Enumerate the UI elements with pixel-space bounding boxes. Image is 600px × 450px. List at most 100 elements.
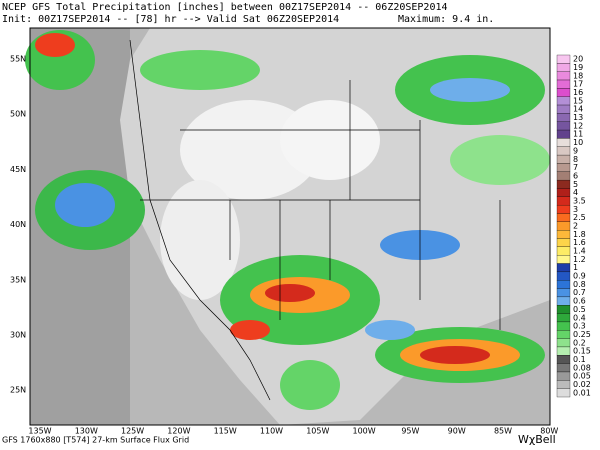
- colorbar-swatch: [556, 255, 571, 264]
- colorbar-label: 12: [573, 121, 583, 130]
- colorbar-label: 0.25: [573, 330, 591, 339]
- colorbar-swatch: [556, 388, 571, 398]
- colorbar-label: 2: [573, 222, 578, 231]
- longitude-label: 85W: [494, 427, 512, 436]
- latitude-label: 40N: [10, 220, 26, 229]
- colorbar-label: 14: [573, 105, 583, 114]
- colorbar-label: 16: [573, 88, 583, 97]
- longitude-label: 115W: [214, 427, 237, 436]
- latitude-label: 35N: [10, 275, 26, 284]
- colorbar-swatch: [556, 363, 571, 373]
- colorbar-swatch: [556, 146, 571, 156]
- colorbar-label: 0.6: [573, 297, 586, 306]
- longitude-label: 120W: [167, 427, 190, 436]
- latitude-label: 50N: [10, 110, 26, 119]
- colorbar-label: 3: [573, 205, 578, 214]
- colorbar-swatch: [556, 104, 571, 114]
- colorbar-swatch: [556, 288, 571, 298]
- colorbar-swatch: [556, 196, 571, 206]
- longitude-label: 80W: [540, 427, 558, 436]
- colorbar-label: 0.8: [573, 280, 586, 289]
- footer-grid: GFS 1760x880 [T574] 27-km Surface Flux G…: [2, 436, 189, 445]
- colorbar-label: 13: [573, 113, 583, 122]
- latitude-label: 30N: [10, 331, 26, 340]
- longitude-label: 95W: [401, 427, 419, 436]
- longitude-label: 110W: [260, 427, 283, 436]
- colorbar-label: 0.9: [573, 272, 586, 281]
- colorbar-label: 2.5: [573, 213, 586, 222]
- colorbar-label: 0.7: [573, 288, 586, 297]
- colorbar-label: 0.1: [573, 355, 586, 364]
- colorbar-label: 3.5: [573, 196, 586, 205]
- colorbar-swatch: [556, 296, 571, 306]
- colorbar-swatch: [556, 280, 571, 289]
- colorbar-label: 15: [573, 96, 583, 105]
- colorbar-label: 10: [573, 138, 583, 147]
- colorbar-swatch: [556, 238, 571, 248]
- colorbar-label: 0.4: [573, 313, 586, 322]
- footer-logo: WχBell: [518, 433, 556, 446]
- colorbar-swatch: [556, 371, 571, 381]
- colorbar-label: 0.08: [573, 363, 591, 372]
- colorbar-swatch: [556, 338, 571, 348]
- colorbar-swatch: [556, 330, 571, 339]
- colorbar-swatch: [556, 221, 571, 231]
- colorbar-swatch: [556, 129, 571, 139]
- header-init: Init: 00Z17SEP2014 -- [78] hr --> Valid …: [2, 14, 339, 25]
- colorbar-label: 1.4: [573, 247, 586, 256]
- longitude-label: 130W: [75, 427, 98, 436]
- colorbar-swatch: [556, 271, 571, 281]
- header-maximum: Maximum: 9.4 in.: [398, 14, 494, 25]
- longitude-label: 105W: [306, 427, 329, 436]
- colorbar-swatch: [556, 305, 571, 314]
- colorbar-swatch: [556, 246, 571, 256]
- colorbar-label: 0.5: [573, 305, 586, 314]
- colorbar-label: 0.3: [573, 322, 586, 331]
- colorbar-label: 20: [573, 55, 583, 64]
- colorbar-label: 9: [573, 146, 578, 155]
- colorbar-label: 0.02: [573, 380, 591, 389]
- longitude-label: 90W: [448, 427, 466, 436]
- colorbar-label: 8: [573, 155, 578, 164]
- colorbar-label: 17: [573, 80, 583, 89]
- colorbar-label: 11: [573, 130, 583, 139]
- colorbar-swatch: [556, 113, 571, 122]
- colorbar-swatch: [556, 380, 571, 389]
- colorbar-swatch: [556, 54, 571, 64]
- latitude-label: 25N: [10, 386, 26, 395]
- colorbar-label: 0.05: [573, 372, 591, 381]
- colorbar-swatch: [556, 188, 571, 197]
- colorbar-label: 1: [573, 263, 578, 272]
- longitude-label: 125W: [121, 427, 144, 436]
- colorbar-swatch: [556, 88, 571, 97]
- colorbar-swatch: [556, 313, 571, 323]
- colorbar-swatch: [556, 171, 571, 181]
- colorbar-label: 0.2: [573, 338, 586, 347]
- colorbar-label: 7: [573, 163, 578, 172]
- colorbar-swatch: [556, 230, 571, 239]
- map-image: [25, 27, 551, 426]
- latitude-label: 55N: [10, 55, 26, 64]
- colorbar-swatch: [556, 355, 571, 364]
- colorbar-label: 18: [573, 71, 583, 80]
- colorbar-label: 19: [573, 63, 583, 72]
- colorbar-swatch: [556, 138, 571, 147]
- colorbar-swatch: [556, 263, 571, 273]
- colorbar-swatch: [556, 96, 571, 106]
- latitude-label: 45N: [10, 165, 26, 174]
- colorbar-swatch: [556, 213, 571, 222]
- colorbar-swatch: [556, 79, 571, 89]
- colorbar-swatch: [556, 346, 571, 356]
- colorbar-swatch: [556, 163, 571, 172]
- colorbar-label: 5: [573, 180, 578, 189]
- colorbar-label: 1.8: [573, 230, 586, 239]
- colorbar-label: 4: [573, 188, 578, 197]
- longitude-label: 100W: [353, 427, 376, 436]
- colorbar-swatch: [556, 121, 571, 131]
- colorbar-swatch: [556, 204, 571, 214]
- colorbar-swatch: [556, 154, 571, 164]
- header-title: NCEP GFS Total Precipitation [inches] be…: [2, 2, 448, 13]
- colorbar-label: 6: [573, 171, 578, 180]
- colorbar-swatch: [556, 321, 571, 331]
